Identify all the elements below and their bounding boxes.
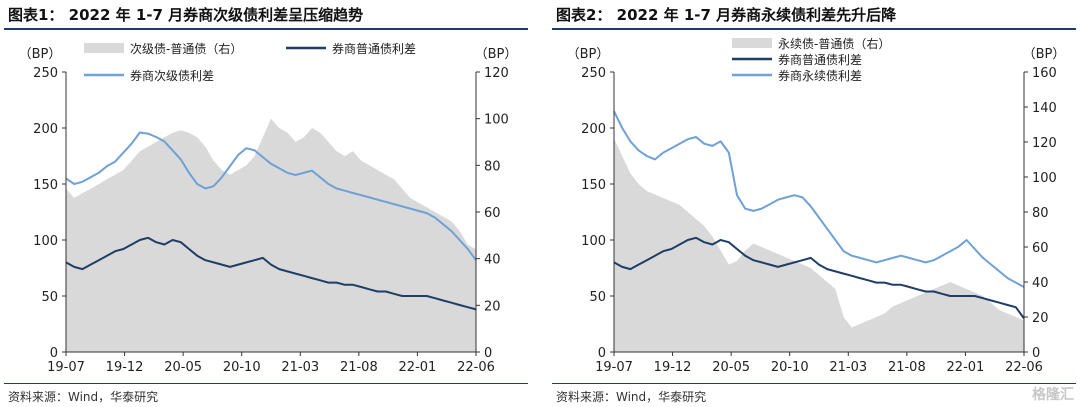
left-tick-label: 100	[33, 234, 58, 249]
x-tick-label: 19-12	[106, 360, 144, 375]
left-tick-label: 50	[589, 290, 606, 305]
title-rule	[552, 28, 1076, 30]
source-note: 资料来源：Wind，华泰研究	[8, 390, 159, 404]
chart-panel-right: 图表2： 2022 年 1-7 月券商永续债利差先升后降 0 50 100 150 20…	[552, 0, 1080, 407]
source-note: 资料来源：Wind，华泰研究	[556, 390, 707, 404]
right-tick-label: 0	[484, 346, 492, 361]
left-tick-label: 200	[33, 122, 58, 137]
source-rule	[4, 383, 528, 384]
line-series-2	[613, 110, 1025, 288]
title-rule	[4, 28, 528, 30]
right-tick-label: 160	[1032, 66, 1057, 81]
right-tick-label: 60	[1032, 241, 1049, 256]
left-tick-label: 50	[41, 290, 58, 305]
x-tick-label: 19-07	[47, 360, 85, 375]
legend-label: 永续债-普通债（右）	[778, 36, 890, 51]
area-series-0	[66, 118, 476, 352]
x-tick-label: 21-08	[888, 360, 926, 375]
right-tick-label: 20	[1032, 311, 1049, 326]
left-unit-label: （BP）	[19, 47, 62, 62]
watermark-logo: 格隆汇	[1032, 387, 1074, 403]
right-tick-label: 100	[1032, 171, 1057, 186]
x-tick-label: 21-03	[829, 360, 867, 375]
right-tick-label: 100	[484, 113, 509, 128]
right-tick-label: 40	[484, 253, 501, 268]
left-tick-label: 0	[50, 346, 58, 361]
source-rule	[552, 383, 1076, 384]
x-tick-label: 19-12	[654, 360, 692, 375]
right-tick-label: 120	[484, 66, 509, 81]
legend-label: 券商普通债利差	[778, 52, 862, 67]
x-tick-label: 20-05	[164, 360, 202, 375]
right-tick-label: 0	[1032, 346, 1040, 361]
legend-label: 券商次级债利差	[130, 68, 214, 83]
left-tick-label: 200	[581, 122, 606, 137]
right-tick-label: 120	[1032, 136, 1057, 151]
left-tick-label: 250	[581, 66, 606, 81]
right-unit-label: （BP）	[475, 47, 518, 62]
chart-right: 0 50 100 150 200 250 0 20 40 60 80 100 120 140 160 19-0…	[567, 36, 1066, 375]
legend-label: 券商永续债利差	[778, 68, 862, 83]
x-tick-label: 20-05	[712, 360, 750, 375]
chart-title: 图表2： 2022 年 1-7 月券商永续债利差先升后降	[556, 6, 897, 24]
right-unit-label: （BP）	[1023, 47, 1066, 62]
chart-title: 图表1： 2022 年 1-7 月券商次级债利差呈压缩趋势	[8, 6, 364, 24]
legend-label: 券商普通债利差	[332, 41, 416, 56]
right-tick-label: 80	[1032, 206, 1049, 221]
x-tick-label: 21-08	[340, 360, 378, 375]
legend-swatch-area	[732, 38, 772, 48]
x-tick-label: 20-10	[771, 360, 809, 375]
left-tick-label: 150	[581, 178, 606, 193]
legend-label: 次级债-普通债（右）	[130, 41, 242, 56]
x-tick-label: 22-06	[457, 360, 495, 375]
legend-swatch-area	[84, 43, 124, 53]
right-tick-label: 80	[484, 159, 501, 174]
left-tick-label: 150	[33, 178, 58, 193]
right-tick-label: 140	[1032, 101, 1057, 116]
x-tick-label: 19-07	[595, 360, 633, 375]
right-tick-label: 40	[1032, 276, 1049, 291]
left-tick-label: 100	[581, 234, 606, 249]
chart-panel-left: 图表1： 2022 年 1-7 月券商次级债利差呈压缩趋势 0 50 100 150 2…	[4, 0, 532, 407]
x-tick-label: 21-03	[281, 360, 319, 375]
x-tick-label: 22-06	[1005, 360, 1043, 375]
line-series-2	[65, 131, 477, 261]
x-tick-label: 22-01	[399, 360, 437, 375]
left-tick-label: 250	[33, 66, 58, 81]
line-series-1	[65, 236, 477, 311]
left-tick-label: 0	[598, 346, 606, 361]
right-tick-label: 60	[484, 206, 501, 221]
area-series-0	[614, 138, 1024, 352]
x-tick-label: 20-10	[223, 360, 261, 375]
chart-left: 0 50 100 150 200 250 0 20 40 60 80 100 120 19-07 19-12…	[19, 41, 518, 375]
left-unit-label: （BP）	[567, 47, 610, 62]
line-series-1	[613, 236, 1025, 319]
x-tick-label: 22-01	[947, 360, 985, 375]
right-tick-label: 20	[484, 299, 501, 314]
